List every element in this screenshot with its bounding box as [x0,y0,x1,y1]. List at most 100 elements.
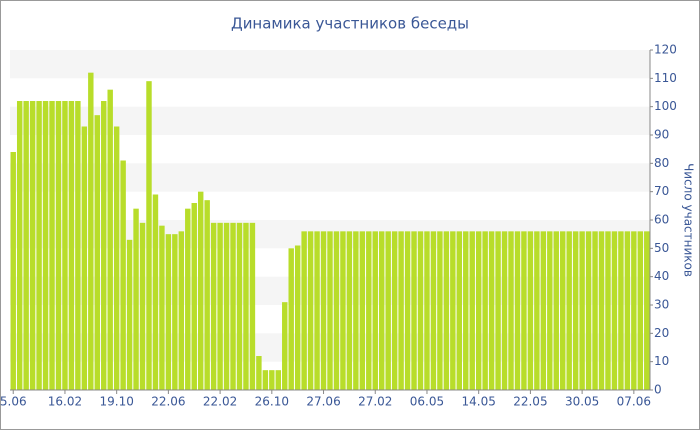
x-tick-label: 19.10 [99,395,133,409]
y-tick-label: 10 [654,354,669,368]
bar [256,356,262,390]
bar [456,231,463,390]
bar [417,231,424,390]
bar [534,231,540,390]
bar [165,234,172,390]
bar [579,231,585,390]
x-tick-label: 22.06 [151,395,185,409]
bar [262,370,269,390]
bar [482,231,488,390]
y-tick-label: 80 [654,156,669,170]
bar [469,231,475,390]
y-tick-label: 20 [654,326,669,340]
bar [618,231,624,390]
bar [42,101,49,390]
bar [495,231,501,390]
bar [314,231,320,390]
x-tick-label: 30.05 [565,395,599,409]
y-tick-label: 120 [654,43,677,57]
bar [521,231,527,390]
bar [644,231,650,390]
x-tick-label: 22.05 [513,395,547,409]
y-tick-label: 0 [654,383,662,397]
bar [540,231,547,390]
bar [249,222,256,390]
bar [81,126,88,390]
bar [230,222,236,390]
bar [605,231,611,390]
y-tick-label: 90 [654,128,669,142]
bar [572,231,579,390]
bar [450,231,456,390]
y-axis-label: Число участников [682,163,696,277]
bar [191,203,197,390]
x-tick-label: 07.06 [617,395,651,409]
x-tick-label: 06.05 [410,395,444,409]
y-tick-label: 100 [654,99,677,113]
bar [585,231,592,390]
bar [327,231,333,390]
bar [592,231,598,390]
bar [501,231,508,390]
bar [49,101,55,390]
bar [62,101,68,390]
bar [475,231,482,390]
bar [443,231,450,390]
bar [107,89,113,391]
bar [243,222,249,390]
bar [631,231,637,390]
bar [404,231,411,390]
bar [152,194,159,390]
x-tick-label: 16.02 [48,395,82,409]
bar [624,231,631,390]
bar [197,191,204,390]
bar [101,101,107,390]
x-tick-label: 27.02 [358,395,392,409]
bar [172,234,178,390]
bar [223,222,230,390]
y-tick-label: 50 [654,241,669,255]
bar [269,370,275,390]
y-tick-label: 70 [654,184,669,198]
bar [159,225,165,390]
bar [10,152,16,390]
bar [391,231,398,390]
bar [508,231,514,390]
bar [185,208,191,390]
bar [29,101,36,390]
bar [307,231,314,390]
chart-title: Динамика участников беседы [231,15,469,33]
bar [68,101,75,390]
bar [94,115,100,391]
bar [333,231,340,390]
bar [146,81,152,391]
bar [88,72,94,391]
bar [301,231,307,390]
bar [204,200,210,390]
bar [23,101,29,390]
bar [379,231,385,390]
bar [598,231,605,390]
bar [282,302,288,390]
bar [398,231,404,390]
bar [437,231,443,390]
bar [236,222,243,390]
x-tick-label: 14.05 [462,395,496,409]
bar [611,231,618,390]
bar [113,126,120,390]
bar [275,370,281,390]
bar [366,231,372,390]
bar [547,231,553,390]
x-tick-label: 26.10 [255,395,289,409]
bar [385,231,391,390]
bar [320,231,327,390]
bar [36,101,42,390]
x-tick-label: 22.02 [203,395,237,409]
y-tick-label: 60 [654,213,669,227]
bar [553,231,559,390]
bar [346,231,353,390]
bar [55,101,62,390]
bar [75,101,81,390]
bar [133,208,139,390]
